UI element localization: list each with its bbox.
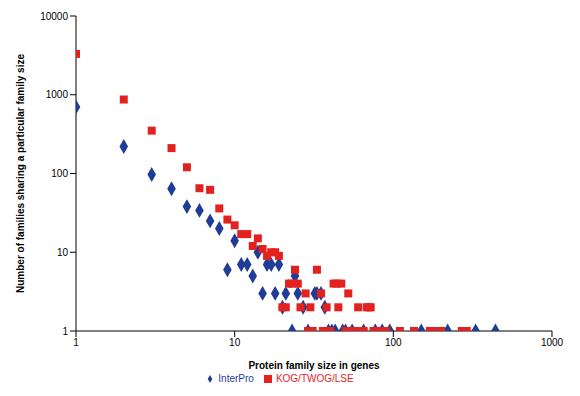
html-text:KOG/TWOG/LSE: KOG/TWOG/LSE: [275, 373, 354, 384]
svg-text:Protein family size in genes: Protein family size in genes: [248, 360, 380, 371]
svg-text:1000: 1000: [541, 337, 564, 348]
svg-text:1000: 1000: [46, 89, 69, 100]
svg-text:1: 1: [62, 326, 68, 337]
svg-text:100: 100: [385, 337, 402, 348]
html-text:InterPro: InterPro: [218, 373, 254, 384]
svg-text:10: 10: [229, 337, 241, 348]
svg-text:100: 100: [51, 168, 68, 179]
svg-text:Number of families sharing a p: Number of families sharing a particular …: [15, 54, 26, 293]
svg-text:10000: 10000: [40, 11, 68, 22]
svg-text:1: 1: [73, 337, 79, 348]
svg-text:10: 10: [57, 247, 69, 258]
